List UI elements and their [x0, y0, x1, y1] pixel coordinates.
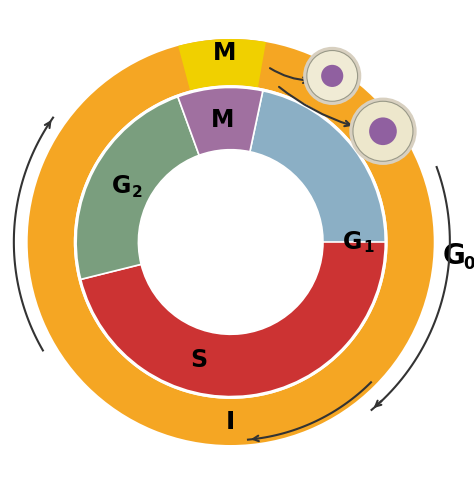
Text: G: G: [343, 230, 363, 254]
Circle shape: [303, 47, 361, 105]
Wedge shape: [27, 39, 434, 445]
Wedge shape: [138, 150, 323, 334]
Text: G: G: [112, 175, 131, 198]
Circle shape: [307, 50, 357, 101]
Text: G: G: [443, 242, 465, 270]
Text: I: I: [226, 410, 235, 434]
Text: 2: 2: [132, 184, 143, 199]
Text: 0: 0: [463, 255, 474, 273]
Wedge shape: [178, 39, 266, 91]
Text: M: M: [210, 108, 234, 132]
Wedge shape: [239, 91, 385, 396]
Circle shape: [353, 101, 413, 161]
Circle shape: [349, 98, 417, 165]
Wedge shape: [178, 88, 263, 155]
Circle shape: [369, 118, 397, 145]
Text: 1: 1: [363, 240, 374, 255]
Wedge shape: [81, 242, 385, 396]
Text: M: M: [212, 41, 236, 65]
Circle shape: [321, 65, 343, 87]
Wedge shape: [74, 85, 388, 399]
Text: S: S: [191, 348, 208, 372]
Wedge shape: [76, 97, 199, 279]
